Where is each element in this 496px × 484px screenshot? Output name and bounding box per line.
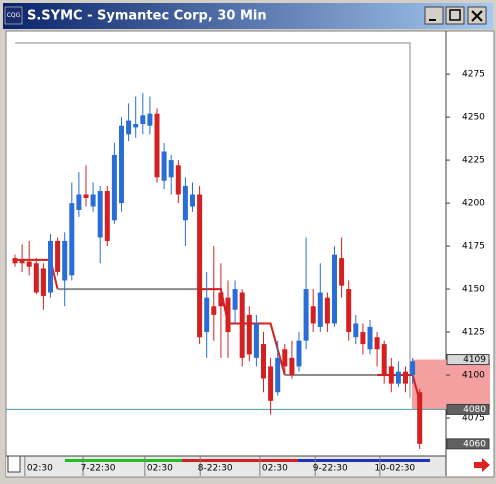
candle-body [90,194,96,207]
y-tick-label: 4250 [462,113,485,123]
y-tick-label: 4225 [462,156,485,166]
candle-body [239,292,245,358]
y-tick-label: 4125 [462,328,485,338]
candle-body [403,371,408,384]
candle-body [33,263,39,293]
candle-body [374,337,380,350]
y-tick-label: 4150 [462,285,485,295]
x-tick-label: 7-22:30 [81,464,116,474]
candle-body [69,203,75,276]
candle-body [26,261,32,267]
guide-line [15,42,411,398]
scroll-arrow[interactable] [474,458,490,472]
candle-body [168,160,174,178]
app-icon[interactable] [4,6,23,25]
candle-body [97,191,103,238]
candle-body [218,292,224,307]
plot: 4075 4100 4125 4150 4175 4200 4225 4250 4275 02:3… [6,70,490,476]
app-icon-text: CQG [7,12,21,19]
candle-body [232,289,238,310]
candle-body [367,326,373,350]
price-zone [412,359,490,410]
y-tick-label: 4175 [462,242,485,252]
candle-body [310,306,316,324]
x-tick-label: 02:30 [147,464,173,474]
candle-body [126,120,132,135]
y-tick-label: 4275 [462,70,485,80]
y-tick-label: 4075 [462,414,485,424]
candle-body [246,314,252,355]
candle-body [62,240,68,281]
price-marker-label: 4060 [463,439,486,449]
candle-body [175,165,181,195]
candle-body [55,240,61,272]
candle-body [204,297,210,333]
candle-body [48,240,53,293]
candle-body [346,289,352,333]
candle-body [12,258,18,264]
candle-body [332,254,337,324]
candle-body [282,349,288,367]
close-button[interactable] [467,6,487,25]
x-tick-label: 02:30 [262,464,288,474]
session-bar [182,459,298,462]
minimize-button[interactable] [424,6,444,25]
candle-body [417,392,423,444]
window-title: S.SYMC - Symantec Corp, 30 Min [27,9,267,24]
candle-body [111,154,117,221]
x-tick-label: 9-22:30 [313,464,348,474]
candle-body [197,194,203,338]
price-marker-label: 4109 [463,355,486,365]
candle-body [19,259,25,264]
y-tick-label: 4100 [462,371,485,381]
candle-body [317,292,323,327]
candle-body [303,289,309,341]
candle-body [147,113,153,126]
session-bar [298,459,430,462]
title-bar [3,3,493,29]
y-tick-label: 4200 [462,199,485,209]
candle-body [133,123,139,128]
x-tick-label: 10-02:30 [375,464,416,474]
candle-body [268,366,274,401]
candle-body [76,194,82,210]
corner-box [7,455,21,473]
candle-body [190,194,195,207]
x-tick-label: 8-22:30 [198,464,233,474]
candle-body [353,323,359,338]
candle-body [253,323,259,358]
candle-body [395,371,401,384]
maximize-button[interactable] [445,6,465,25]
price-marker-label: 4080 [463,405,486,415]
candle-body [211,306,217,315]
candle-body [324,297,330,324]
candle-body [339,258,345,286]
candle-body [140,115,146,124]
candle-body [410,361,416,376]
candle-body [40,268,46,296]
candle-body [225,297,231,333]
candle-body [360,332,366,345]
candle-body [261,344,266,379]
x-tick-label: 02:30 [27,464,53,474]
candle-body [296,340,302,367]
session-bar [65,459,182,462]
candle-body [388,366,394,384]
candle-body [154,113,160,178]
candle-body [104,191,110,241]
candle-body [83,194,89,198]
candle-body [119,125,124,204]
candle-body [182,185,188,221]
candle-body [161,151,167,181]
price-marker-box [446,354,490,366]
candle-body [381,344,387,376]
candle-body [275,357,281,393]
price-marker-box [446,403,490,415]
candle-body [289,357,295,376]
price-marker-box [446,438,490,450]
